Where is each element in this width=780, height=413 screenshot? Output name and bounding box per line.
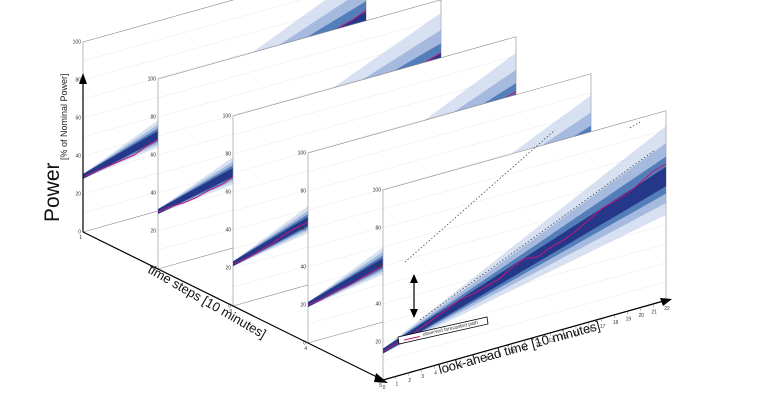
power-tick-label: 40	[75, 154, 81, 160]
power-tick-label: 80	[375, 226, 381, 232]
panels-group: 0 20 40 60 80 100 0 20 40 60 80 100 0 20 40 60 80 100 0 20 4…	[73, 0, 667, 384]
power-tick-label: 60	[75, 116, 81, 122]
power-tick-label: 20	[225, 266, 231, 272]
power-tick-label: 60	[375, 264, 381, 270]
power-tick-label: 80	[75, 78, 81, 84]
observed-series-line	[382, 163, 667, 352]
legend-box	[397, 316, 489, 345]
look-ahead-tick-label: 16	[587, 327, 593, 333]
look-ahead-tick-label: 22	[664, 306, 670, 312]
time-steps-ticks: 1 3 4 5	[79, 235, 382, 389]
power-tick-label: 60	[300, 227, 306, 233]
gridline	[157, 18, 442, 99]
look-ahead-tick-label: 4	[434, 371, 437, 377]
look-ahead-tick-label: 11	[523, 345, 528, 351]
power-tick-label: 80	[225, 152, 231, 158]
y-axis-label: Power [% of Nominal Power]	[41, 73, 69, 222]
power-tick-label: 40	[300, 265, 306, 271]
gridline	[232, 55, 517, 136]
look-ahead-tick-label: 15	[574, 331, 580, 337]
power-tick-label: 0	[153, 267, 156, 273]
look-ahead-tick-label: 6	[460, 363, 463, 369]
time-step-tick-label: 4	[304, 346, 307, 352]
look-ahead-tick-label: 14	[561, 335, 567, 341]
gridline	[382, 281, 667, 362]
time-step-tick-label: 1	[79, 235, 82, 241]
look-ahead-tick-label: 2	[408, 378, 411, 384]
power-tick-label: 80	[300, 189, 306, 195]
look-ahead-tick-label: 20	[638, 313, 644, 319]
power-tick-label: 40	[375, 302, 381, 308]
time-step-tick-label: 3	[229, 309, 232, 315]
axes-group	[79, 73, 672, 383]
look-ahead-tick-label: 12	[536, 342, 542, 348]
range-arrow-head-up	[410, 274, 418, 283]
look-ahead-tick-label: 21	[651, 309, 657, 315]
look-ahead-tick-label: 18	[613, 320, 619, 326]
y-axis-unit: [% of Nominal Power]	[59, 73, 69, 160]
y-axis-title: Power	[41, 162, 64, 222]
look-ahead-tick-label: 1	[395, 381, 398, 387]
band-outer	[383, 126, 666, 354]
power-tick-label: 40	[225, 228, 231, 234]
look-ahead-tick-label: 9	[498, 353, 501, 359]
cone-lower-guide	[419, 149, 656, 321]
time-steps-axis-arrow	[374, 373, 388, 383]
power-tick-label: 20	[150, 229, 156, 235]
look-ahead-tick-label: 10	[510, 349, 516, 355]
look-ahead-tick-label: 5	[447, 367, 450, 373]
power-tick-label: 100	[73, 40, 82, 46]
look-ahead-axis-line	[382, 299, 668, 381]
power-tick-label: 80	[150, 115, 156, 121]
look-ahead-tick-label: 3	[421, 374, 424, 380]
gridline	[82, 0, 302, 62]
gridline	[307, 92, 592, 173]
power-tick-label: 100	[373, 188, 382, 194]
power-tick-label: 0	[303, 341, 306, 347]
power-tick-label: 100	[298, 151, 307, 157]
gridline	[382, 129, 667, 210]
power-tick-label: 40	[150, 191, 156, 197]
gridline	[307, 111, 592, 192]
look-ahead-tick-label: 0	[383, 385, 386, 391]
range-arrow-head-down	[410, 309, 418, 318]
power-tick-label: 20	[375, 340, 381, 346]
y-axis-arrow	[79, 73, 87, 84]
time-step-tick-label: 5	[379, 383, 382, 389]
look-ahead-tick-label: 13	[548, 338, 554, 344]
look-ahead-tick-label: 17	[600, 324, 606, 330]
power-tick-label: 100	[223, 114, 232, 120]
power-tick-label: 100	[148, 77, 157, 83]
power-tick-label: 0	[228, 304, 231, 310]
power-tick-label: 20	[75, 192, 81, 198]
gridline	[382, 148, 667, 229]
power-tick-label: 60	[150, 153, 156, 159]
power-tick-label: 20	[300, 303, 306, 309]
power-tick-label: 0	[78, 230, 81, 236]
look-ahead-tick-label: 19	[626, 317, 632, 323]
time-steps-axis-line	[82, 231, 384, 381]
look-ahead-tick-label: 8	[486, 356, 489, 362]
look-ahead-tick-label: 7	[473, 360, 476, 366]
legend-swatch	[403, 336, 421, 341]
power-tick-label: 60	[225, 190, 231, 196]
